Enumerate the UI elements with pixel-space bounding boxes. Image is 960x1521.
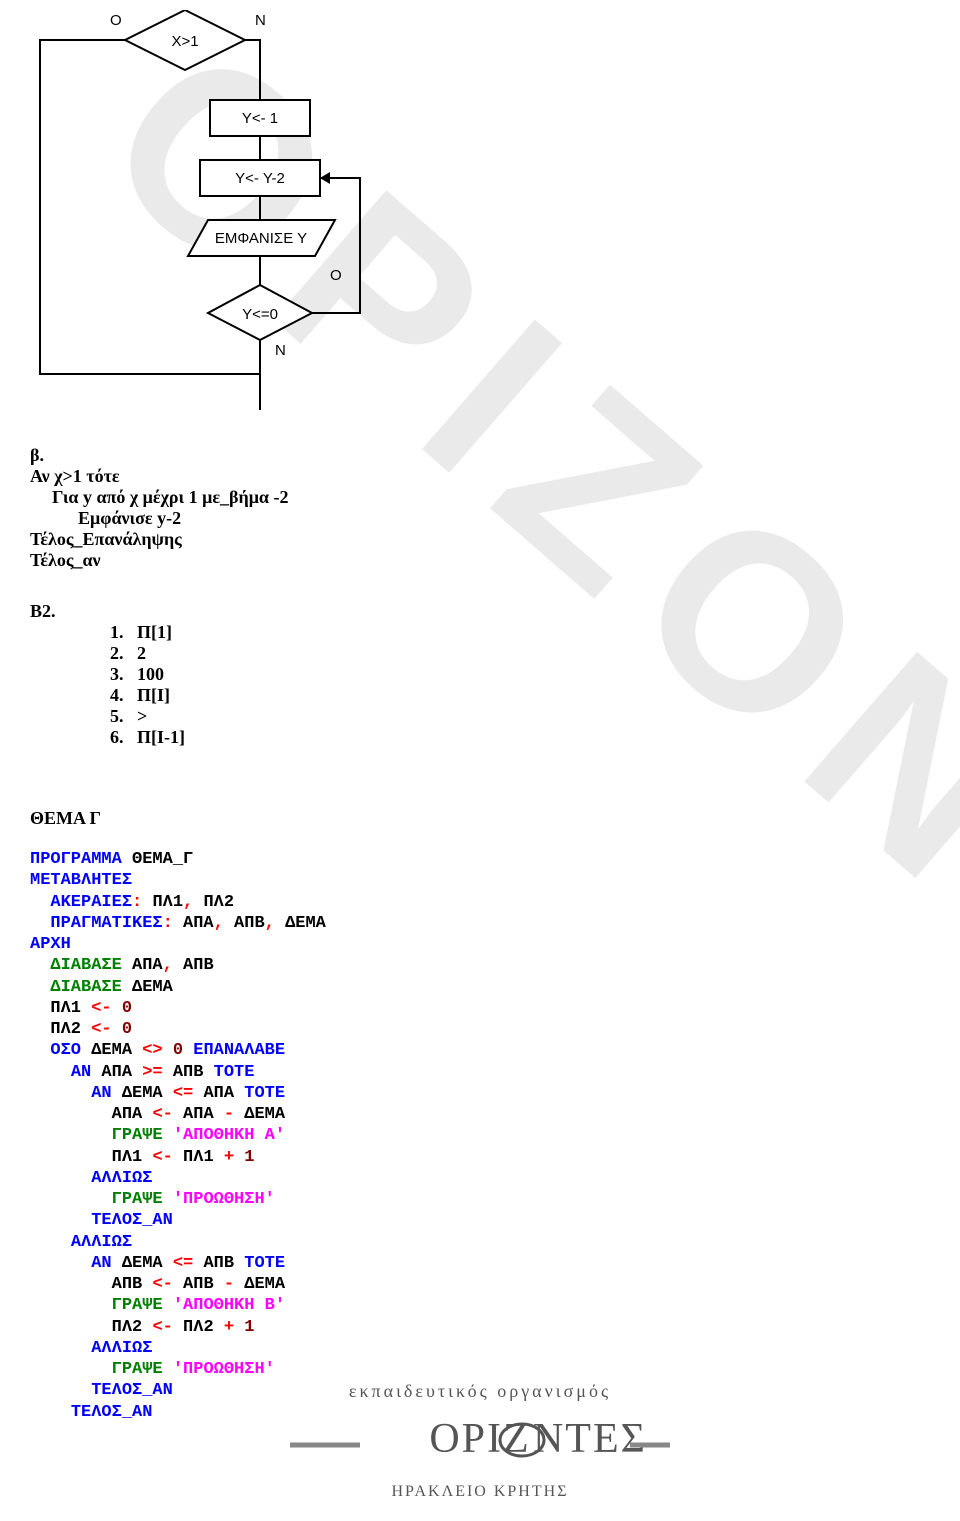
footer-bottom: ΗΡΑΚΛΕΙΟ ΚΡΗΤΗΣ — [0, 1483, 960, 1501]
beta-l3: Εμφάνισε y-2 — [30, 508, 930, 529]
b2-section: Β2. 1. Π[1] 2. 2 3. 100 4. Π[Ι] 5. > 6. … — [30, 601, 930, 748]
fc-d2-label: Υ<=0 — [242, 306, 278, 323]
code-block: ΠΡΟΓΡΑΜΜΑ ΘΕΜΑ_Γ ΜΕΤΑΒΛΗΤΕΣ ΑΚΕΡΑΙΕΣ: ΠΛ… — [30, 849, 930, 1423]
fc-label-N2: Ν — [275, 342, 286, 359]
beta-l5: Τέλος_αν — [30, 550, 930, 571]
b2-item-3: 3. 100 — [110, 664, 930, 685]
b2-item-6: 6. Π[Ι-1] — [110, 727, 930, 748]
beta-l2: Για y από χ μέχρι 1 με_βήμα -2 — [30, 487, 930, 508]
beta-l1: Αν χ>1 τότε — [30, 466, 930, 487]
fc-label-O1: Ο — [110, 12, 122, 29]
fc-d1-label: Χ>1 — [171, 33, 198, 50]
fc-label-O2: Ο — [330, 267, 342, 284]
b2-item-2: 2. 2 — [110, 643, 930, 664]
fc-r2-label: Υ<- Υ-2 — [235, 170, 285, 187]
b2-item-4: 4. Π[Ι] — [110, 685, 930, 706]
beta-l4: Τέλος_Επανάληψης — [30, 529, 930, 550]
b2-title: Β2. — [30, 601, 930, 622]
thema-title: ΘΕΜΑ Γ — [30, 808, 930, 829]
fc-label-N1: Ν — [255, 12, 266, 29]
fc-p1-label: ΕΜΦΑΝΙΣΕ Υ — [215, 230, 307, 247]
svg-text:NTEΣ: NTEΣ — [533, 1416, 647, 1462]
flowchart: Χ>1 Ο Ν Υ<- 1 Υ<- Υ-2 ΕΜΦΑΝΙΣΕ Υ Υ<=0 Ο … — [30, 10, 930, 415]
b2-item-1: 1. Π[1] — [110, 622, 930, 643]
beta-section: β. Αν χ>1 τότε Για y από χ μέχρι 1 με_βή… — [30, 445, 930, 571]
beta-title: β. — [30, 445, 930, 466]
b2-item-5: 5. > — [110, 706, 930, 727]
fc-r1-label: Υ<- 1 — [242, 110, 278, 127]
